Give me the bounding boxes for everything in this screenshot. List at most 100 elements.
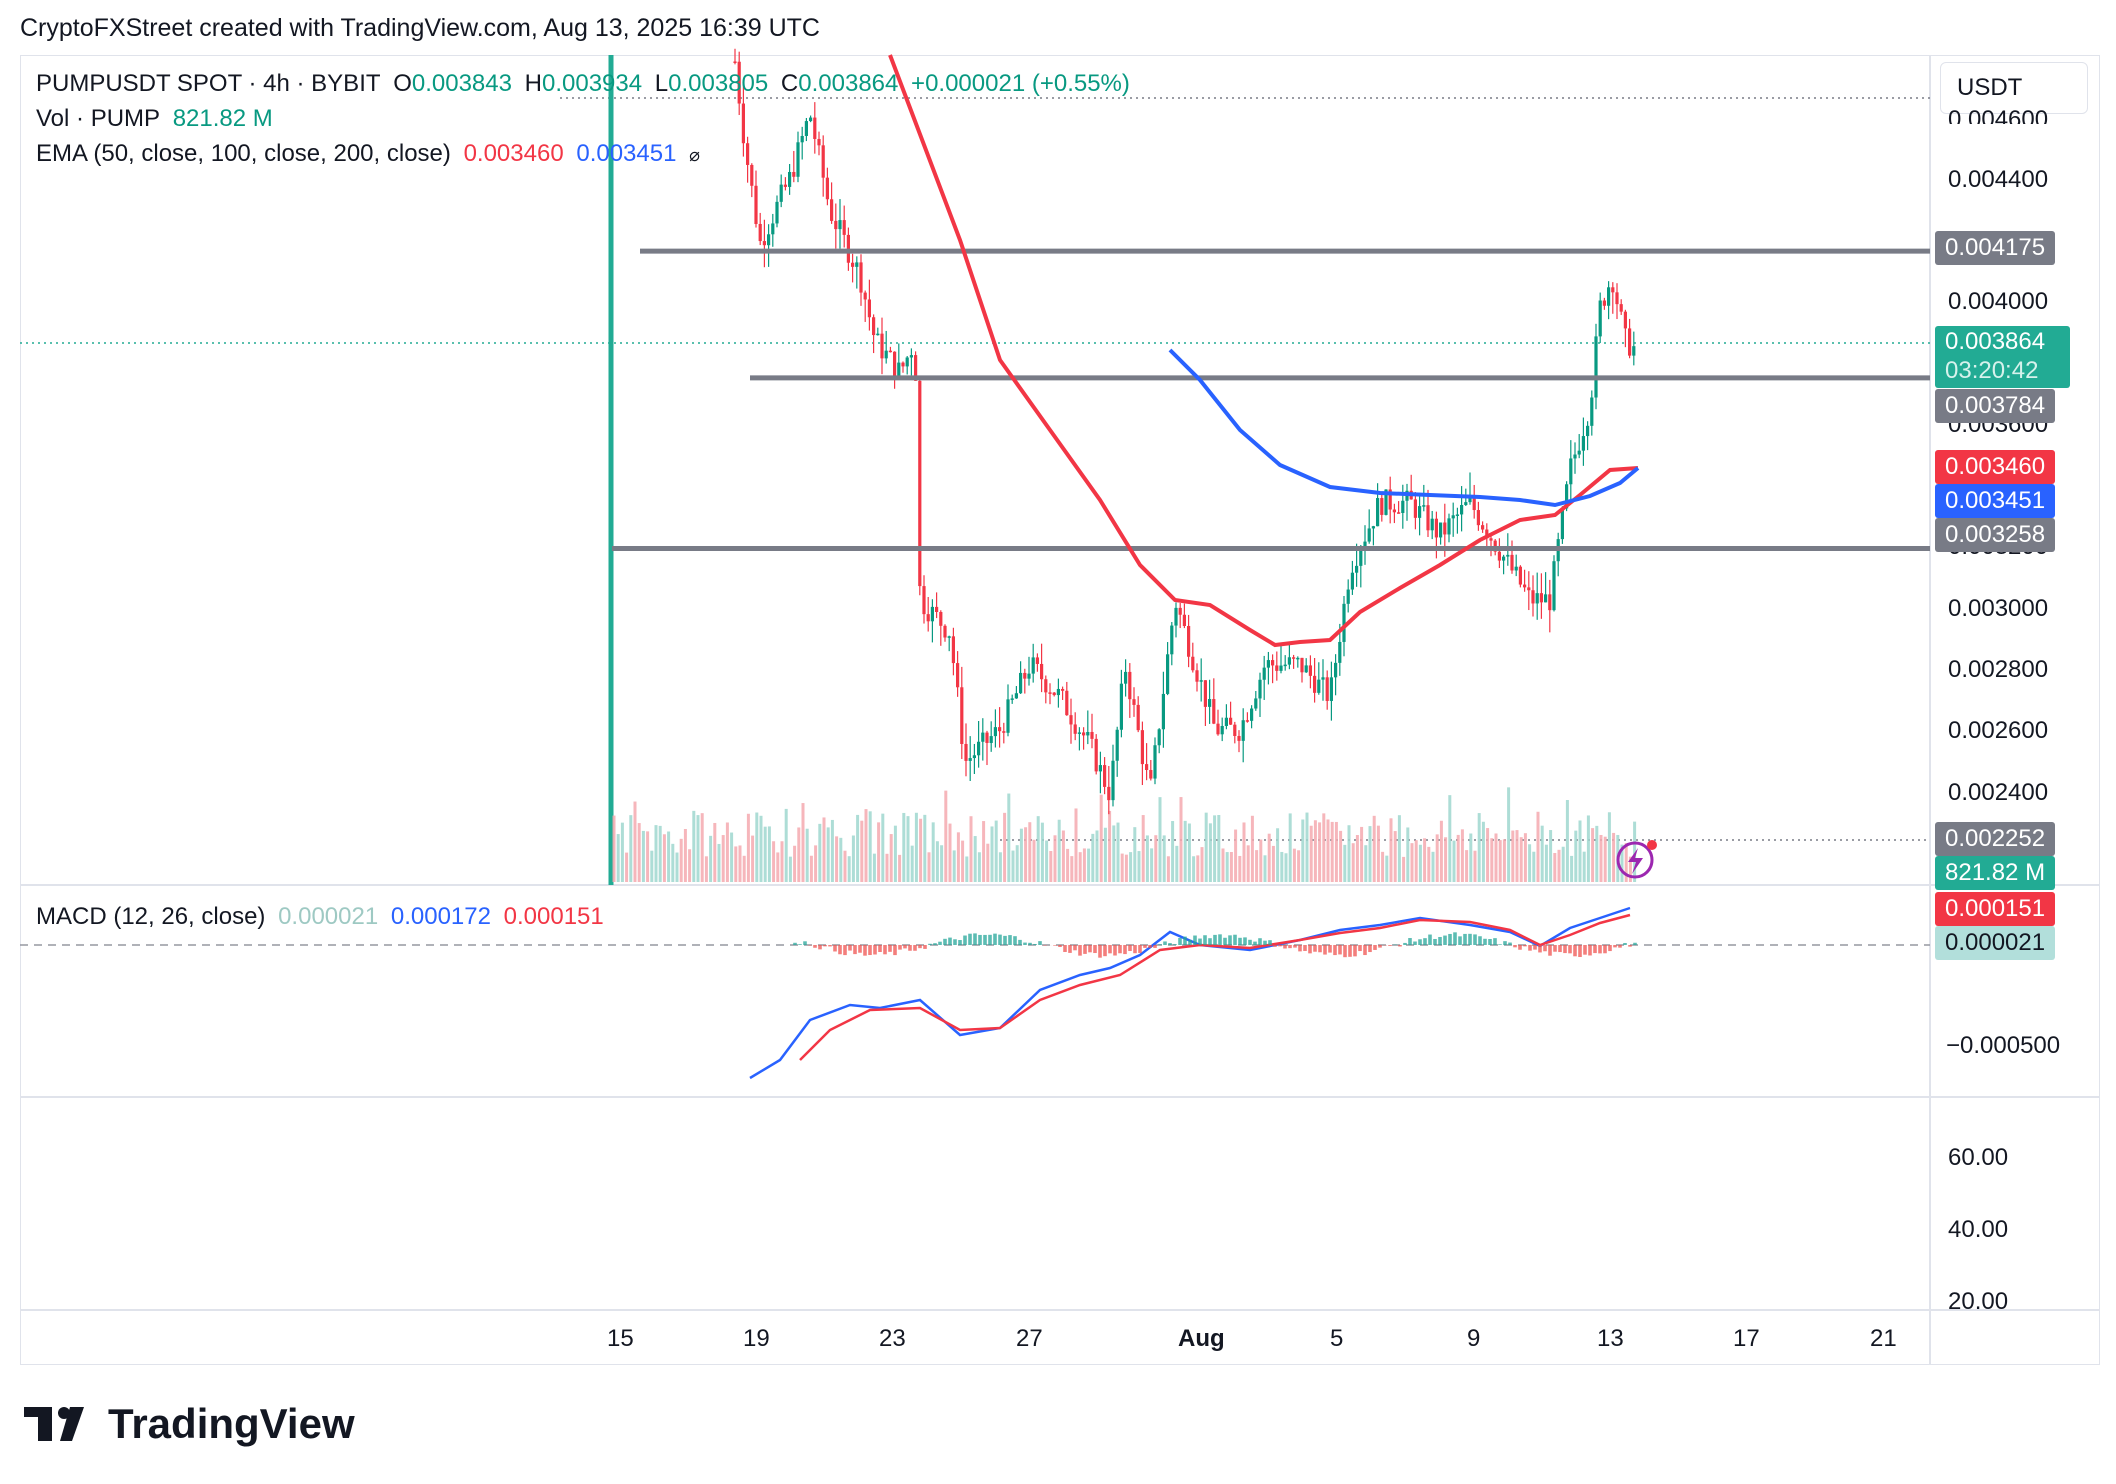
volume-bar bbox=[1532, 851, 1536, 882]
candle-body bbox=[1187, 625, 1191, 657]
volume-bar bbox=[742, 855, 746, 882]
volume-bar bbox=[1389, 818, 1393, 882]
volume-bar bbox=[1066, 848, 1070, 882]
macd-histogram-bar bbox=[1283, 945, 1287, 949]
volume-bar bbox=[780, 841, 784, 882]
volume-bar bbox=[1305, 812, 1309, 882]
macd-histogram-bar bbox=[1068, 945, 1072, 953]
ema-label[interactable]: EMA (50, close, 100, close, 200, close) bbox=[36, 140, 451, 167]
volume-bar bbox=[1523, 833, 1527, 882]
volume-bar bbox=[1326, 819, 1330, 882]
volume-bar bbox=[944, 790, 948, 882]
volume-label[interactable]: Vol · PUMP bbox=[36, 105, 161, 132]
volume-bar bbox=[998, 852, 1002, 882]
volume-bar bbox=[1208, 823, 1212, 882]
candle-body bbox=[754, 185, 758, 224]
volume-bar bbox=[1456, 834, 1460, 882]
macd-histogram-bar bbox=[1203, 935, 1207, 945]
volume-bar bbox=[1108, 810, 1112, 882]
candle-body bbox=[834, 220, 838, 230]
macd-histogram-bar bbox=[908, 945, 912, 951]
candle-body bbox=[1119, 683, 1123, 730]
volume-bar bbox=[641, 830, 645, 882]
candle-body bbox=[1577, 450, 1581, 455]
horizontal-levels bbox=[612, 248, 1930, 551]
volume-bar bbox=[1607, 812, 1611, 882]
candle-body bbox=[1086, 731, 1090, 736]
volume-bar bbox=[1364, 845, 1368, 882]
macd-histogram-bar bbox=[1038, 941, 1042, 945]
candle-body bbox=[943, 625, 947, 638]
volume-bar bbox=[1162, 835, 1166, 882]
rsi-tick: 40.00 bbox=[1948, 1216, 2009, 1243]
volume-bar bbox=[1049, 850, 1053, 882]
volume-bar bbox=[1330, 821, 1334, 882]
macd-label[interactable]: MACD (12, 26, close) bbox=[36, 903, 266, 930]
macd-histogram-bar bbox=[1173, 944, 1177, 945]
candle-body bbox=[746, 143, 750, 165]
candle-body bbox=[1615, 292, 1619, 305]
macd-histogram-bar bbox=[923, 945, 927, 949]
symbol-label[interactable]: PUMPUSDT SPOT · 4h · BYBIT bbox=[36, 70, 381, 97]
volume-bar bbox=[1120, 853, 1124, 882]
candle-body bbox=[1308, 665, 1312, 676]
candle-body bbox=[918, 380, 922, 587]
candle-body bbox=[1035, 657, 1039, 664]
price-tick: 0.004600 bbox=[1948, 106, 2049, 124]
volume-bar bbox=[629, 815, 633, 882]
volume-bar bbox=[1507, 787, 1511, 882]
macd-histogram-bar bbox=[978, 934, 982, 945]
macd-histogram-bar bbox=[1473, 934, 1477, 945]
tradingview-logo[interactable]: TradingView bbox=[24, 1400, 355, 1448]
candle-body bbox=[1489, 538, 1493, 541]
macd-histogram-bar bbox=[1438, 936, 1442, 945]
volume-bar bbox=[1515, 830, 1519, 882]
macd-histogram-bar bbox=[1323, 945, 1327, 955]
candle-body bbox=[1136, 704, 1140, 731]
hide-indicator-icon[interactable]: ⌀ bbox=[689, 145, 700, 165]
candle-body bbox=[888, 350, 892, 353]
volume-bar bbox=[1586, 815, 1590, 882]
candle-body bbox=[1153, 745, 1157, 779]
candle-body bbox=[1573, 454, 1577, 459]
volume-bar bbox=[1036, 816, 1040, 882]
candle-body bbox=[1254, 698, 1258, 709]
volume-bar bbox=[1024, 827, 1028, 882]
macd-histogram-bar bbox=[1343, 945, 1347, 958]
chart-frame bbox=[20, 55, 2100, 1365]
volume-bar bbox=[830, 819, 834, 882]
time-tick-month: Aug bbox=[1178, 1325, 1225, 1352]
volume-bar bbox=[1322, 813, 1326, 882]
macd-histogram-bar bbox=[1123, 945, 1127, 955]
currency-selector[interactable]: USDT bbox=[1940, 62, 2088, 114]
volume-bar bbox=[1141, 815, 1145, 882]
candle-body bbox=[1464, 502, 1468, 506]
macd-histogram-bar bbox=[1218, 934, 1222, 945]
volume-bar bbox=[919, 818, 923, 882]
lightning-icon[interactable] bbox=[1616, 840, 1657, 879]
candle-body bbox=[1292, 657, 1296, 659]
macd-histogram-bar bbox=[1488, 939, 1492, 945]
macd-histogram-bar bbox=[813, 945, 817, 948]
macd-histogram-bar bbox=[1023, 942, 1027, 945]
candle-body bbox=[1418, 506, 1422, 518]
candle-body bbox=[1128, 671, 1132, 700]
candle-body bbox=[1367, 528, 1371, 542]
volume-bar bbox=[1196, 855, 1200, 882]
candle-body bbox=[1392, 509, 1396, 513]
volume-value: 821.82 M bbox=[172, 105, 273, 132]
time-tick: 13 bbox=[1597, 1325, 1624, 1352]
candle-body bbox=[1166, 654, 1170, 694]
volume-bar bbox=[637, 823, 641, 882]
volume-bar bbox=[948, 823, 952, 882]
candle-body bbox=[1317, 679, 1321, 693]
macd-histogram-bar bbox=[883, 945, 887, 955]
candle-body bbox=[1380, 498, 1384, 515]
macd-signal-value: 0.000151 bbox=[503, 903, 604, 930]
last-price-box: 0.003864 03:20:42 bbox=[1935, 326, 2070, 388]
macd-histogram-bar bbox=[1588, 945, 1592, 956]
macd-histogram-bar bbox=[1183, 936, 1187, 945]
volume-bar bbox=[868, 811, 872, 882]
volume-bar bbox=[1280, 851, 1284, 882]
